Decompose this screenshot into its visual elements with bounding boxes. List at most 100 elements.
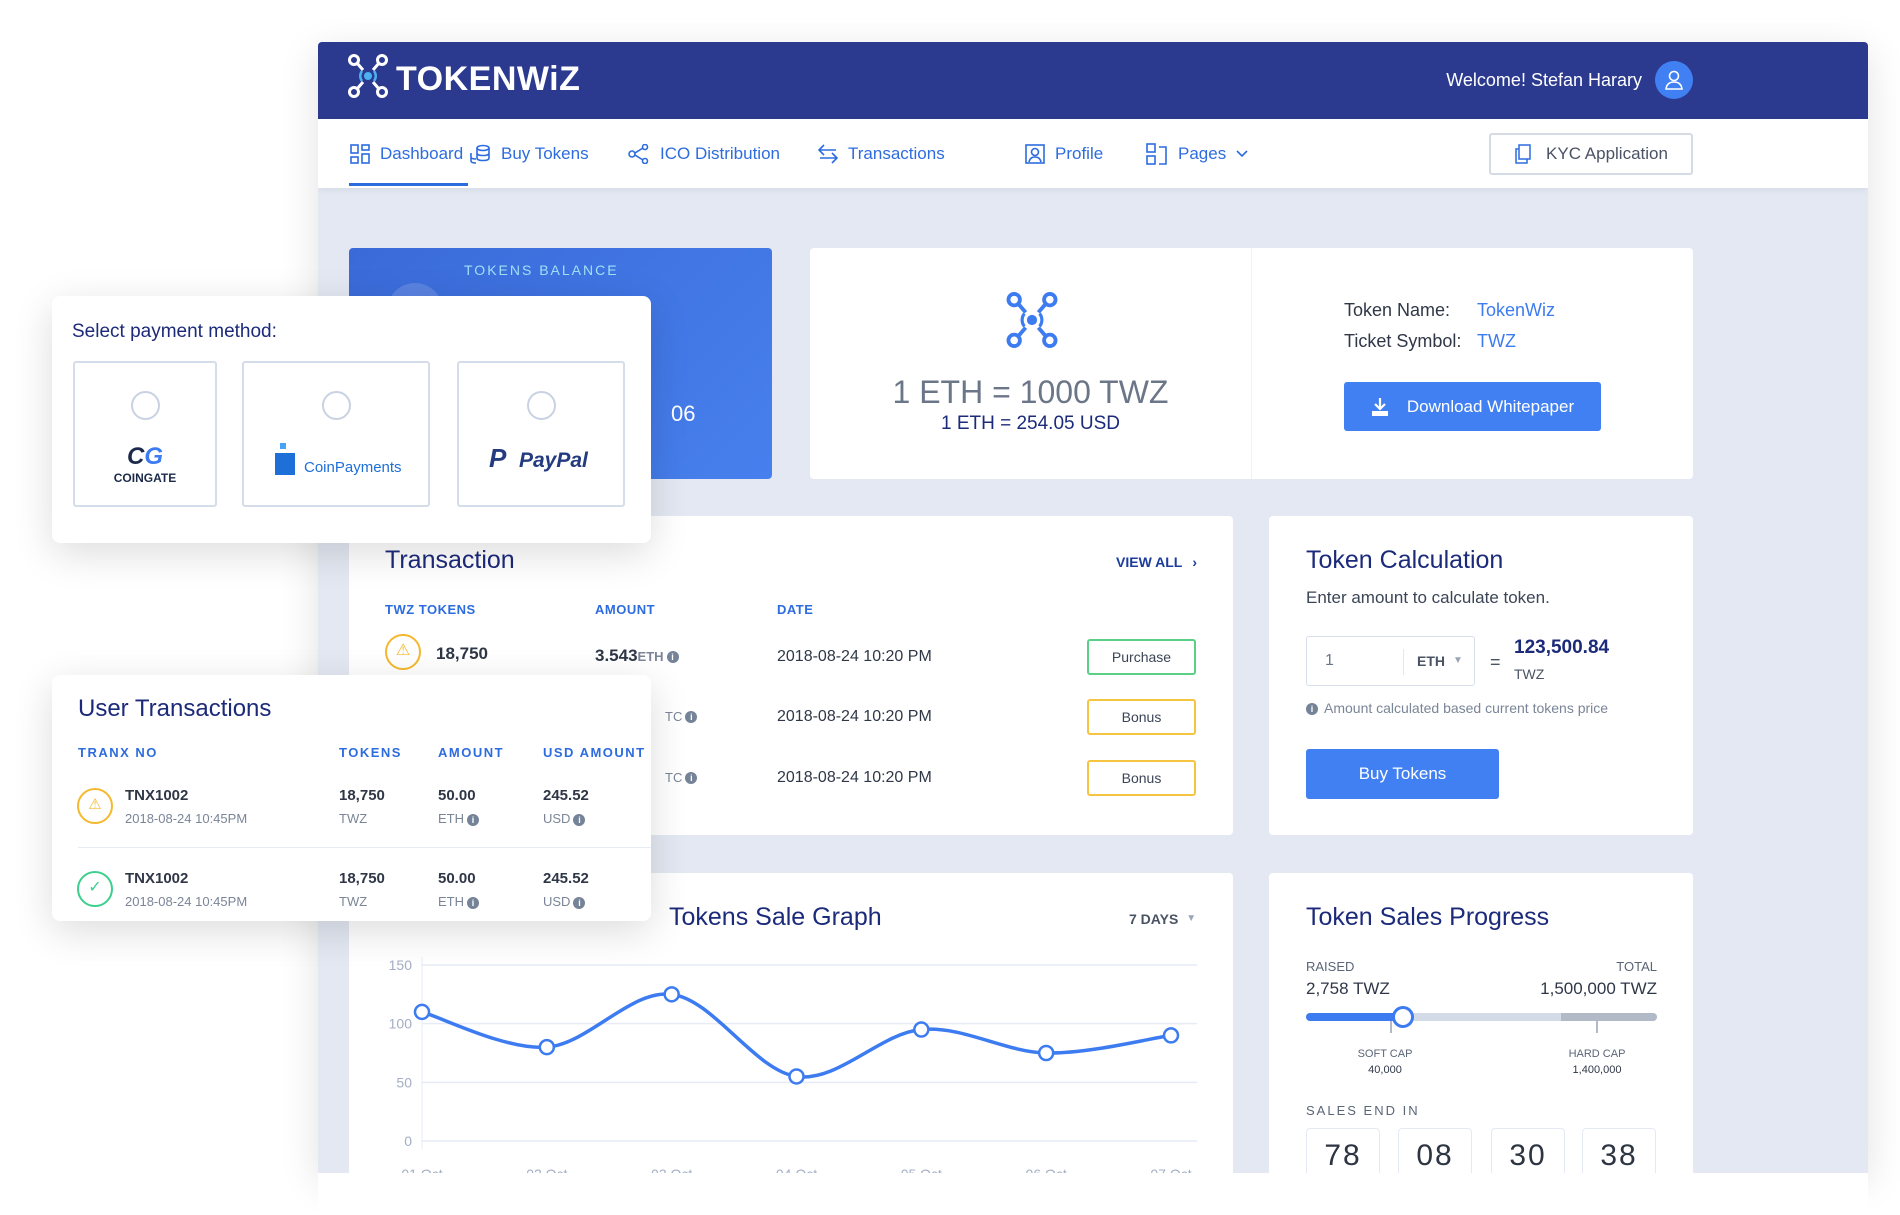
dashboard-icon [350,143,370,164]
hard-cap-tick [1596,1021,1598,1033]
payment-option-coinpayments[interactable]: CoinPayments [242,361,430,507]
radio-button[interactable] [527,391,556,420]
user-transactions-popup: User Transactions TRANX NO TOKENS AMOUNT… [52,675,651,921]
amount-input-group: ETH ▼ [1306,636,1475,686]
payment-option-paypal[interactable]: P PayPal [457,361,625,507]
x-tick-label: 06 Oct [1026,1166,1067,1173]
amount-input[interactable] [1307,637,1403,685]
coinpayments-logo-icon [275,453,295,475]
user-avatar[interactable] [1655,61,1693,99]
window-bottom-mask [318,1173,1868,1215]
nav-dashboard[interactable]: Dashboard [350,119,463,188]
range-select[interactable]: 7 DAYS ▼ [1129,911,1196,927]
tx-usd: 245.52 [543,787,589,804]
data-point [788,1068,805,1085]
arrows-icon [818,143,838,164]
nav-label: Dashboard [380,143,464,163]
ticket-symbol-value: TWZ [1477,331,1516,351]
y-tick-label: 100 [389,1016,413,1032]
calc-subtitle: Enter amount to calculate token. [1306,588,1550,607]
equals-sign: = [1490,652,1501,672]
row-tokens: 18,750 [436,644,488,663]
download-whitepaper-button[interactable]: Download Whitepaper [1344,382,1601,431]
tx-tokens: 18,750 [339,870,385,887]
user-icon [1665,70,1683,90]
y-tick-label: 150 [389,957,413,973]
paypal-logo-icon: P [489,443,507,473]
nav-pages[interactable]: Pages [1146,119,1248,188]
nav-profile[interactable]: Profile [1025,119,1103,188]
caret-down-icon: ▼ [1453,655,1463,666]
progress-fill [1306,1013,1403,1021]
tokenwiz-icon [1006,292,1058,348]
radio-button[interactable] [131,391,160,420]
column-header: TRANX NO [78,745,158,760]
coingate-label: COINGATE [113,471,177,485]
sales-end-label: SALES END IN [1306,1103,1420,1118]
column-header: AMOUNT [438,745,505,760]
progress-handle [1391,1006,1414,1028]
hard-cap-value: 1,400,000 [1572,1064,1622,1076]
hard-cap-zone [1561,1013,1657,1021]
data-point [663,986,680,1003]
info-icon[interactable]: i [573,813,586,826]
tx-id: TNX1002 [125,787,189,804]
x-tick-label: 02 Oct [526,1166,567,1173]
caret-down-icon: ▼ [1186,913,1197,924]
nav-label: Buy Tokens [501,143,589,163]
download-label: Download Whitepaper [1406,396,1575,416]
ticket-symbol-label: Ticket Symbol: [1344,331,1462,351]
data-point [413,1003,431,1021]
info-icon[interactable]: i [467,813,479,826]
paypal-label: PayPal [519,449,588,472]
info-icon[interactable]: i [467,896,479,909]
info-icon[interactable]: i [666,650,679,663]
raised-label: RAISED [1306,959,1355,974]
currency-select[interactable]: ETH ▼ [1417,653,1463,669]
tx-id: TNX1002 [125,870,189,887]
user-tx-row[interactable]: ⚠ TNX1002 2018-08-24 10:45PM 18,750 TWZ … [52,775,651,845]
buy-tokens-button[interactable]: Buy Tokens [1306,749,1499,799]
nav-buy-tokens[interactable]: Buy Tokens [469,119,589,188]
bonus-badge[interactable]: Bonus [1087,760,1196,796]
main-nav: Dashboard Buy Tokens ICO Distribution Tr… [318,119,1868,188]
hard-cap-label: HARD CAP [1568,1048,1626,1060]
view-all-link[interactable]: VIEW ALL › [1116,554,1197,570]
kyc-application-button[interactable]: KYC Application [1489,133,1693,175]
tx-date: 2018-08-24 10:45PM [125,894,248,909]
data-point [913,1021,930,1038]
tokens-sale-graph-card: Tokens Sale Graph 7 DAYS ▼ 0 50 100 150 01 Oc… [349,873,1233,1173]
graph-title: Tokens Sale Graph [669,903,882,931]
row-amount: 3.543ETH i [595,646,679,666]
y-tick-label: 50 [396,1074,412,1090]
user-tx-row[interactable]: ✓ TNX1002 2018-08-24 10:45PM 18,750 TWZ … [52,858,651,918]
warning-icon: ⚠ [77,788,113,824]
nav-ico-distribution[interactable]: ICO Distribution [628,119,780,188]
nav-transactions[interactable]: Transactions [818,119,945,188]
raised-value: 2,758 TWZ [1306,979,1390,998]
nav-label: Transactions [848,143,945,163]
tx-amount-unit: ETH [438,894,464,909]
token-name-value: TokenWiz [1477,300,1556,320]
info-icon[interactable]: i [685,771,698,784]
token-name-label: Token Name: [1344,300,1451,320]
purchase-badge[interactable]: Purchase [1087,639,1196,675]
info-icon[interactable]: i [573,896,586,909]
x-tick-label: 04 Oct [776,1166,817,1173]
radio-button[interactable] [322,391,351,420]
countdown-seconds: 38 [1582,1128,1656,1188]
download-icon [1371,397,1388,416]
brand-name: TOKENWiZ [396,60,581,98]
row-date: 2018-08-24 10:20 PM [777,708,932,725]
transaction-title: Transaction [385,546,515,574]
payment-option-coingate[interactable]: CG COINGATE [73,361,217,507]
row-amount: TC i [665,708,698,726]
calc-title: Token Calculation [1306,546,1504,574]
coinpayments-label: CoinPayments [304,459,402,476]
bonus-badge[interactable]: Bonus [1087,699,1196,735]
tx-usd-unit-cell: USD i [543,894,586,909]
nav-label: ICO Distribution [660,143,780,163]
nodes-icon [628,143,649,164]
tx-tokens-unit: TWZ [339,894,368,909]
info-icon[interactable]: i [685,710,698,723]
